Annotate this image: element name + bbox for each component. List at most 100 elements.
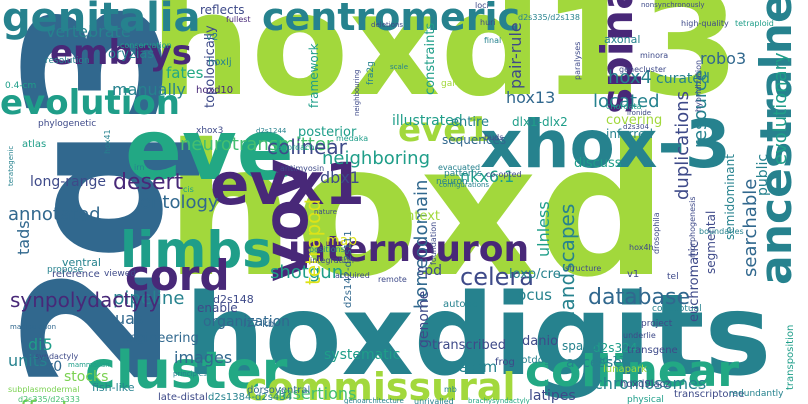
cloud-word: d2s142-d2s111 [343,230,354,308]
cloud-word: axonal [604,33,641,46]
cloud-word: acquired [335,271,370,280]
cloud-word: deletions [371,21,404,29]
cloud-word: tetraploid [735,19,774,28]
cloud-word: inferred [606,127,653,141]
cloud-word: commissural [245,365,516,404]
cloud-word: redundantly [729,389,784,399]
cloud-word: conservation [120,41,172,50]
cloud-word: xhox3 [196,126,224,136]
cloud-word: teratogenic [7,145,15,186]
cloud-word: hox4h [629,243,654,252]
cloud-word: d2s335/d2s333 [18,395,80,404]
cloud-word: integration [310,256,354,265]
cloud-word: tel [667,272,679,282]
cloud-word: antimyosin [280,164,325,173]
cloud-word: d2s335/d2s138 [518,13,580,22]
cloud-word: resolution [45,56,90,66]
cloud-word: insertions [278,384,357,403]
cloud-word: hox41 [103,129,112,154]
cloud-word: uas [115,309,144,328]
cloud-word: hoxdigits [185,271,772,401]
cloud-word: long-range [30,174,106,190]
cloud-word: curated [656,71,710,87]
cloud-word: images [174,348,233,367]
cloud-word: propose [47,265,84,275]
cloud-word: organization [203,314,291,330]
cloud-word: evx1 [210,150,365,218]
cloud-word: configurations [439,181,490,189]
cloud-word: drosophila [652,212,661,254]
cloud-word: cis [183,185,194,194]
cloud-word: tads [14,220,33,255]
cloud-word: co-opted [486,170,522,179]
cloud-word: space [562,339,598,353]
cloud-word: positions [309,245,345,254]
cloud-word: spd [417,263,443,279]
cloud-word: transcribed [432,338,507,353]
cloud-word: chromosomes [594,374,707,393]
cloud-word: collinear [525,346,740,397]
cloud-word: lunapark [603,364,647,375]
cloud-word: d2s1384-d2s434 [208,392,292,403]
cloud-word: v1 [627,269,640,280]
cloud-word: fates [166,64,204,82]
cloud-word: context [391,209,440,224]
cloud-word: genecluster [619,65,667,74]
cloud-word: patterns [444,169,482,179]
cloud-word: structure [565,264,602,273]
cloud-word: effort [5,398,70,404]
cloud-word: eve1 [398,110,490,150]
cloud-word: hoxd9lacz [620,379,671,390]
cloud-word: conceptual [652,304,702,314]
cloud-word: evolutionary [770,52,791,165]
cloud-word: nkx6.1 [460,167,515,186]
cloud-word: approach [277,143,315,152]
cloud-word: desert [113,170,184,195]
cloud-word: centromeric [262,0,521,39]
cloud-word: loxp/cre [509,267,561,282]
cloud-word: fra2g [366,61,376,85]
cloud-word: minora [640,51,669,60]
cloud-word: autopod [443,299,485,310]
cloud-word: syndactyly [35,352,79,361]
cloud-word: nature [314,208,337,216]
cloud-word: evolution [0,83,180,123]
cloud-word: final [484,36,502,45]
cloud-word: late-distal [158,392,208,403]
cloud-word: transgene [627,345,678,356]
cloud-word: huri [480,18,496,27]
cloud-word: covering [606,113,663,128]
cloud-word: hybridization [694,59,703,112]
cloud-word: brachysyndactyly [468,397,530,404]
cloud-word: cord [125,251,230,300]
cloud-word: manually [112,80,186,99]
cloud-word: d2s304 [623,123,649,131]
cloud-word: oryzias [108,47,155,62]
cloud-word: subplasmodermal [8,385,80,394]
cloud-word: sequences [442,133,507,147]
cloud-word: foundation [429,221,438,265]
cloud-word: d2s148 [213,293,254,306]
cloud-word: project [641,319,673,329]
cloud-word: entire [451,115,490,130]
cloud-word: morphogenesis [688,196,697,258]
cloud-word: gal4 [441,79,461,89]
cloud-word: reflects [200,3,245,17]
cloud-word: ironide [627,109,652,117]
cloud-word: ontology [140,192,219,213]
cloud-word: unrivalled [414,397,454,404]
cloud-word: paralyses [573,41,582,80]
cloud-word: stocks [64,369,109,385]
cloud-word: illustrated [392,113,463,129]
cloud-word: chordata [606,102,642,111]
cloud-word: genoarchitecture [344,397,404,404]
cloud-word: d2s324 [593,341,638,355]
cloud-word: posterior [298,125,357,140]
cloud-word: pair-rule [506,22,525,89]
cloud-word: neighbouring [353,69,361,116]
cloud-word: systematic [324,347,401,363]
cloud-word: principles [173,370,207,378]
cloud-word: medaka [336,134,369,143]
cloud-word: embrys [50,33,192,73]
